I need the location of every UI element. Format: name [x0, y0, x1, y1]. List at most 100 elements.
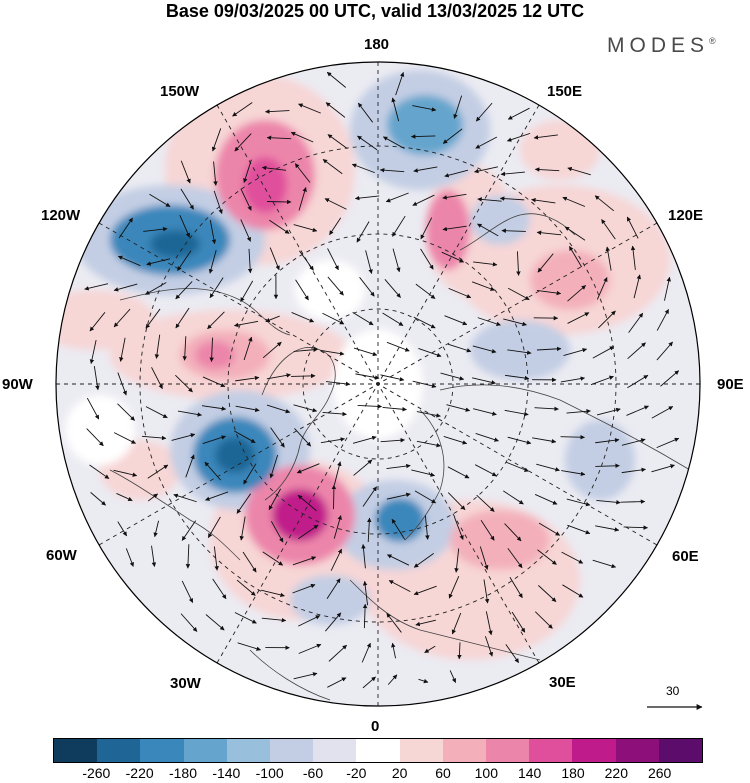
wind-vector [386, 463, 411, 470]
colorbar-tick-label: -140 [212, 765, 241, 781]
wind-vector [261, 589, 285, 598]
wind-vector [237, 642, 261, 651]
wind-vector [447, 492, 466, 511]
wind-vector [325, 102, 346, 118]
siberia-coast [439, 384, 691, 471]
wind-vector [410, 134, 436, 139]
wind-vector [415, 619, 436, 627]
wind-vector [531, 197, 556, 204]
wind-vector [270, 520, 284, 543]
wind-vector [185, 454, 195, 478]
wind-vector [537, 549, 557, 565]
north-america-coast [119, 288, 291, 336]
colorbar-tick-label: -260 [82, 765, 111, 781]
negative-anomaly-core [215, 437, 255, 473]
wind-vector [592, 346, 615, 359]
wind-vector [506, 461, 529, 472]
wind-vector [633, 274, 642, 299]
wind-vector [415, 283, 436, 299]
wind-vector [509, 576, 523, 599]
iberia-coast [249, 649, 331, 701]
wind-vector [601, 219, 616, 240]
wind-vector [392, 215, 406, 237]
wind-vector [440, 372, 465, 381]
colorbar-tick-label: 60 [435, 765, 451, 781]
wind-vector [234, 612, 257, 624]
wind-vector [243, 336, 253, 361]
wind-vector [330, 548, 342, 571]
wind-vector [387, 674, 398, 685]
wind-vector [297, 494, 317, 512]
wind-vector [333, 515, 342, 539]
wind-vector [442, 193, 467, 200]
wind-vector [567, 312, 590, 324]
wind-vector [595, 438, 620, 444]
wind-vector [357, 135, 378, 151]
wind-vector [598, 310, 616, 329]
wind-vector [567, 285, 586, 302]
wind-vector [175, 374, 193, 393]
wind-vector [534, 494, 558, 505]
wind-vector [534, 611, 553, 629]
wind-vector [89, 339, 97, 365]
wind-vector [386, 341, 410, 352]
wind-vector [171, 433, 196, 441]
wind-vector [146, 258, 171, 266]
north-america-coast [109, 469, 241, 561]
colorbar-swatch [658, 739, 703, 762]
colorbar-swatch [442, 739, 487, 762]
lon-label-30w: 30W [170, 675, 201, 692]
wind-vector [247, 248, 253, 274]
wind-vector [414, 490, 437, 504]
wind-vector [595, 463, 620, 469]
lon-label-0: 0 [371, 718, 380, 735]
wind-vector [209, 277, 224, 299]
wind-vector [382, 406, 407, 412]
wind-vector [145, 282, 167, 295]
wind-vector [566, 498, 591, 507]
wind-vector [292, 556, 317, 566]
wind-vector [154, 334, 161, 359]
wind-vector [590, 375, 614, 386]
wind-vector [473, 408, 497, 416]
wind-vector [205, 614, 225, 631]
wind-vector [113, 308, 131, 328]
wind-vector [207, 516, 221, 538]
wind-vector [357, 404, 383, 409]
wind-vector [327, 677, 347, 688]
wind-vector [182, 336, 188, 361]
colorbar-tick-label: -20 [346, 765, 367, 781]
wind-vector [269, 454, 279, 479]
wind-vector [388, 580, 411, 593]
wind-vector [412, 105, 437, 112]
wind-vector [627, 342, 646, 360]
wind-vector [413, 316, 436, 329]
wind-vector [233, 320, 259, 328]
wind-vector [592, 559, 617, 569]
negative-anomaly [470, 195, 530, 245]
wind-vector [261, 165, 287, 171]
wind-vector [265, 315, 280, 323]
wind-vector [125, 548, 134, 567]
polar-map [55, 61, 701, 707]
negative-anomaly-core [387, 95, 463, 155]
wind-vector [477, 197, 502, 202]
reference-vector-value: 30 [666, 684, 680, 698]
negative-anomaly [470, 320, 570, 380]
wind-vector [213, 190, 223, 215]
wind-vector [480, 519, 495, 541]
wind-vector [536, 346, 562, 352]
wind-vector [292, 583, 316, 594]
wind-vector [441, 251, 465, 263]
wind-vector [209, 220, 217, 245]
wind-vector [232, 102, 253, 117]
wind-vector [320, 349, 345, 356]
wind-vector [630, 245, 636, 270]
wind-vector [504, 374, 530, 381]
wind-vector [327, 276, 344, 296]
wind-vector [448, 576, 460, 599]
colorbar-tick-label: 260 [647, 765, 672, 781]
wind-vector [353, 459, 373, 476]
wind-vector [266, 404, 291, 414]
wind-vector [453, 95, 463, 119]
